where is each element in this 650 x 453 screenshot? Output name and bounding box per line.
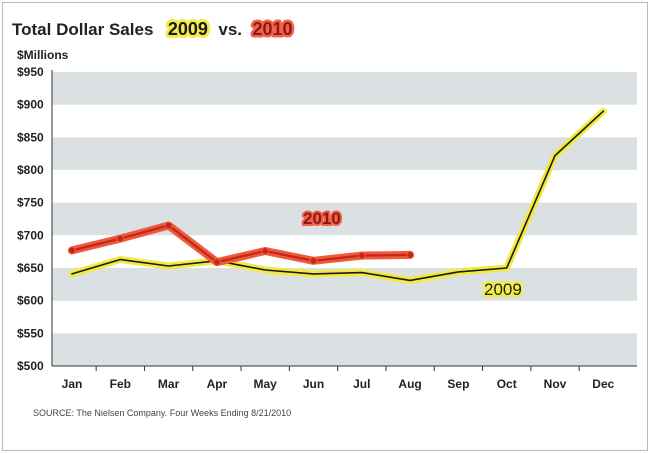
x-tick-label: Nov [544,377,567,391]
y-tick-label: $800 [17,163,44,177]
y-tick-label: $850 [17,130,44,144]
series-2010-point [213,258,221,267]
x-tick-label: Jun [303,377,324,391]
title-year-2010: 2010 [252,19,292,39]
y-tick-label: $500 [17,359,44,373]
title-year-2009: 2009 [168,19,208,39]
series-lines [68,107,607,284]
series-2010-point [261,247,270,255]
x-tick-label: Aug [398,377,421,391]
chart-title: Total Dollar Sales 2009 vs. 2010 [12,19,293,39]
series-2010-point [309,256,318,265]
series-2010-point [164,221,173,230]
x-tick-label: Feb [110,377,131,391]
x-tick-label: Mar [158,377,180,391]
y-tick-label: $650 [17,261,44,275]
series-2010-point [116,234,125,243]
x-tick-label: Dec [592,377,614,391]
series-2009-line [71,110,605,282]
y-tick-label: $750 [17,196,44,210]
y-axis-label: $Millions [17,48,69,62]
y-tick-label: $600 [17,294,44,308]
grid-band [52,333,637,366]
y-tick-label: $700 [17,228,44,242]
series-label-2009: 2009 [484,280,522,299]
series-2010-point [406,251,415,259]
series-2010-line [70,224,412,264]
y-axis-ticks: $950 $900 $850 $800 $750 $700 $650 $600 $550 $500 [17,65,44,373]
series-2010-point [357,251,366,260]
series-2010-point [68,246,76,255]
grid-band [52,72,637,105]
source-note: SOURCE: The Nielsen Company. Four Weeks … [33,408,291,418]
x-tick-label: Apr [207,377,228,391]
grid-band [52,137,637,170]
axes [51,70,637,367]
x-tick-label: Sep [447,377,469,391]
series-label-2010: 2010 [303,209,341,228]
x-tick-label: Jul [353,377,370,391]
title-prefix: Total Dollar Sales [12,20,153,39]
x-tick-label: Jan [62,377,83,391]
y-tick-label: $950 [17,65,44,79]
y-tick-label: $550 [17,326,44,340]
grid-bands [52,72,637,366]
x-tick-label: May [254,377,278,391]
y-tick-label: $900 [17,98,44,112]
title-connector: vs. [218,20,242,39]
x-axis-ticks: Jan Feb Mar Apr May Jun Jul Aug Sep Oct Nov Dec [62,366,615,391]
x-tick-label: Oct [497,377,517,391]
